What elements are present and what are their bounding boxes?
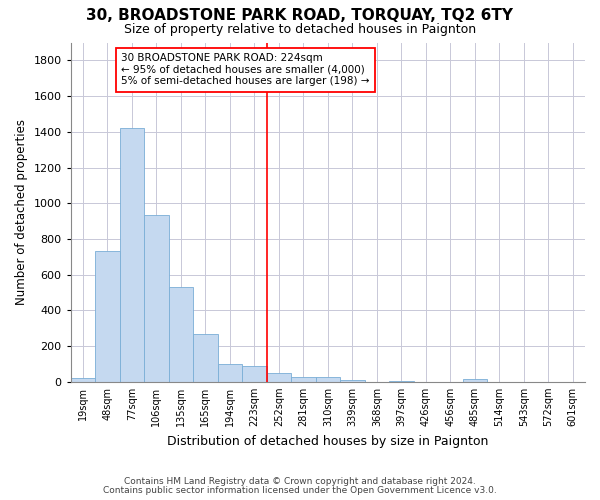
Text: 30, BROADSTONE PARK ROAD, TORQUAY, TQ2 6TY: 30, BROADSTONE PARK ROAD, TORQUAY, TQ2 6… [86, 8, 514, 22]
Text: 30 BROADSTONE PARK ROAD: 224sqm
← 95% of detached houses are smaller (4,000)
5% : 30 BROADSTONE PARK ROAD: 224sqm ← 95% of… [121, 53, 370, 86]
Bar [119, 128, 144, 382]
Text: Contains HM Land Registry data © Crown copyright and database right 2024.: Contains HM Land Registry data © Crown c… [124, 477, 476, 486]
Bar [316, 378, 340, 382]
Bar [266, 373, 291, 382]
Text: Size of property relative to detached houses in Paignton: Size of property relative to detached ho… [124, 22, 476, 36]
Bar [71, 378, 95, 382]
Y-axis label: Number of detached properties: Number of detached properties [15, 119, 28, 305]
Bar [463, 379, 487, 382]
Bar [193, 334, 218, 382]
Text: Contains public sector information licensed under the Open Government Licence v3: Contains public sector information licen… [103, 486, 497, 495]
Bar [291, 377, 316, 382]
Bar [389, 381, 413, 382]
X-axis label: Distribution of detached houses by size in Paignton: Distribution of detached houses by size … [167, 434, 488, 448]
Bar [340, 380, 365, 382]
Bar [218, 364, 242, 382]
Bar [169, 287, 193, 382]
Bar [95, 250, 119, 382]
Bar [144, 215, 169, 382]
Bar [242, 366, 266, 382]
